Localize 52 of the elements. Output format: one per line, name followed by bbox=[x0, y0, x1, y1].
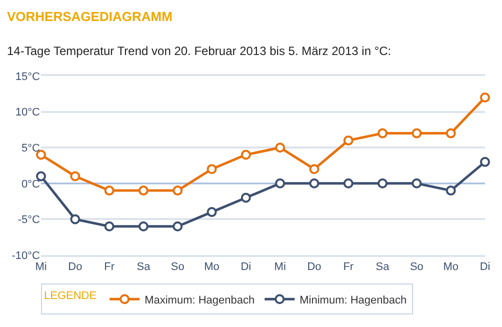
point bbox=[480, 156, 490, 167]
point bbox=[172, 221, 183, 232]
point bbox=[412, 128, 422, 138]
y-tick-label: 0°C bbox=[22, 178, 40, 190]
y-tick-label: -5°C bbox=[18, 214, 40, 226]
x-tick-label: Di bbox=[480, 260, 490, 273]
point bbox=[138, 221, 148, 232]
legend-label: Minimum: Hagenbach bbox=[300, 294, 407, 306]
point bbox=[240, 192, 251, 203]
x-tick-label: Sa bbox=[136, 260, 152, 273]
x-tick-label: So bbox=[410, 260, 424, 273]
point bbox=[480, 92, 490, 102]
point bbox=[446, 186, 456, 196]
y-tick-label: 5°C bbox=[22, 142, 40, 154]
x-tick-label: Fr bbox=[104, 260, 115, 273]
x-tick-label: Do bbox=[307, 260, 322, 273]
point bbox=[275, 178, 286, 188]
point bbox=[275, 142, 286, 153]
point bbox=[104, 186, 114, 196]
point bbox=[412, 178, 422, 188]
point bbox=[309, 164, 320, 174]
point bbox=[70, 171, 80, 182]
x-tick-label: Do bbox=[68, 260, 82, 273]
x-tick-label: Fr bbox=[343, 260, 354, 273]
point bbox=[206, 164, 217, 174]
point bbox=[240, 150, 251, 160]
x-tick-label: Sa bbox=[376, 260, 390, 273]
point bbox=[104, 221, 114, 232]
point bbox=[36, 171, 46, 182]
point bbox=[206, 207, 217, 218]
x-tick-label: Mo bbox=[443, 260, 458, 273]
y-tick-label: -10°C bbox=[12, 250, 40, 262]
legend-title: LEGENDE bbox=[44, 290, 97, 302]
chart-title: VORHERSAGEDIAGRAMM bbox=[7, 9, 172, 24]
point bbox=[378, 178, 388, 188]
y-tick-label: 15°C bbox=[15, 70, 40, 83]
legend-label: Maximum: Hagenbach bbox=[144, 294, 255, 306]
x-tick-label: So bbox=[170, 260, 184, 273]
x-tick-label: Mi bbox=[274, 260, 286, 273]
point bbox=[446, 128, 456, 138]
chart-subtitle: 14-Tage Temperatur Trend von 20. Februar 2013 bis 5. März 2013 in °C: bbox=[7, 44, 392, 58]
y-tick-label: 10°C bbox=[15, 106, 40, 119]
point bbox=[343, 178, 354, 188]
point bbox=[172, 186, 183, 196]
point bbox=[70, 214, 80, 224]
point bbox=[138, 186, 148, 196]
x-tick-label: Di bbox=[240, 260, 252, 273]
point bbox=[378, 128, 388, 138]
x-tick-label: Mi bbox=[35, 260, 47, 273]
point bbox=[343, 135, 354, 146]
x-tick-label: Mo bbox=[204, 260, 220, 273]
point bbox=[309, 178, 320, 188]
